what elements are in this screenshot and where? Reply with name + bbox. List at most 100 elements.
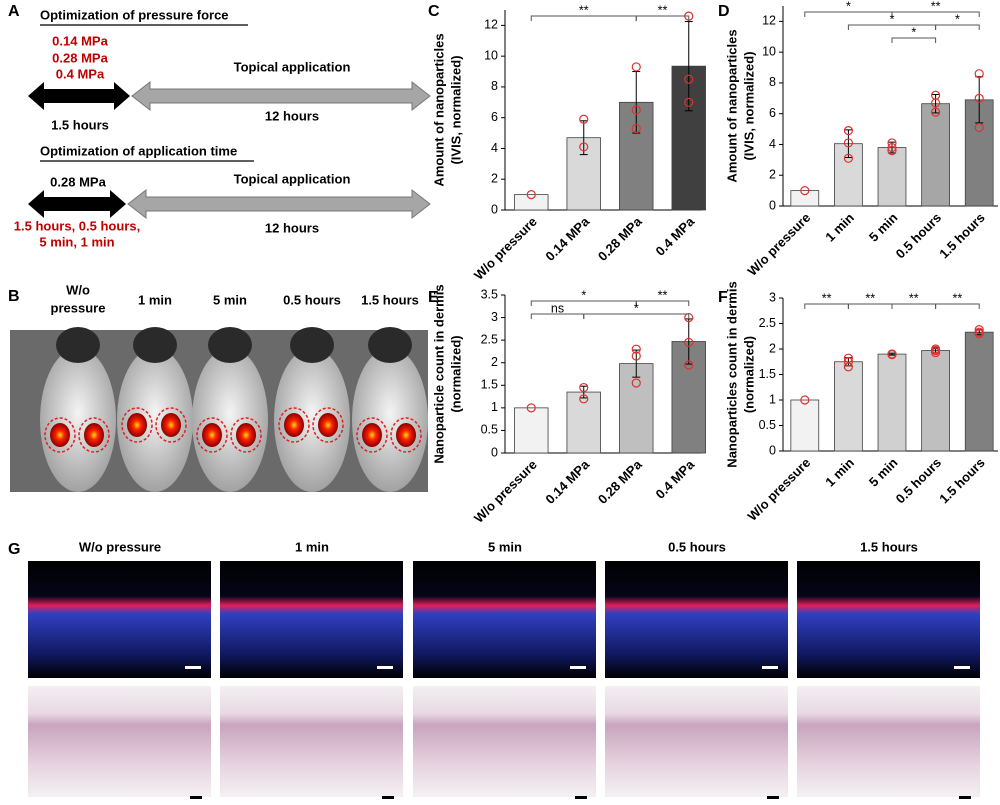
mouse (352, 348, 428, 492)
data-point (526, 403, 536, 413)
y-tick-label: 8 (491, 79, 498, 93)
y-tick-label: 4 (491, 141, 498, 155)
fluorescence-image (605, 561, 788, 678)
x-tick-label: 0.28 MPa (595, 213, 645, 263)
signal (362, 423, 382, 447)
signal (284, 413, 304, 437)
y-tick-label: 6 (769, 106, 776, 120)
signal (396, 423, 416, 447)
x-tick-label: 1 min (822, 210, 857, 245)
roi (312, 407, 344, 443)
panel-b: W/o pressure 1 min 5 min 0.5 hours 1.5 hours (10, 282, 428, 492)
data-point (843, 126, 854, 136)
y-axis-label: (IVIS, normalized) (741, 51, 756, 160)
data-point (631, 351, 641, 361)
significance-bracket (891, 11, 980, 17)
x-tick-label: 5 min (866, 455, 901, 490)
significance-label: * (911, 25, 916, 39)
panel-label: E (428, 289, 439, 306)
fluorescence-image (28, 561, 211, 678)
data-point (974, 93, 984, 103)
roi (356, 417, 388, 453)
scale-bar (190, 796, 202, 799)
y-tick-label: 10 (484, 48, 498, 62)
roi (121, 407, 153, 443)
bar (790, 399, 820, 452)
y-tick-label: 4 (769, 137, 776, 151)
condition-label: W/o (66, 282, 90, 297)
data-point (579, 382, 589, 393)
y-tick-label: 2.5 (481, 332, 498, 346)
condition-label: 1 min (295, 539, 329, 554)
bar (921, 350, 950, 452)
label: 0.28 MPa (50, 174, 106, 189)
x-tick-label: W/o pressure (745, 210, 814, 279)
significance-label: * (955, 12, 960, 26)
data-point (800, 395, 810, 405)
data-point (631, 123, 641, 134)
bar (790, 190, 820, 207)
arrow (131, 80, 431, 112)
x-tick-label: 5 min (866, 210, 901, 245)
pressure: 0.4 MPa (56, 66, 105, 81)
roi (78, 417, 110, 453)
mouse-head (290, 327, 334, 363)
y-tick-label: 0 (491, 445, 498, 459)
data-point (843, 362, 854, 372)
roi (230, 417, 262, 453)
data-point (631, 105, 641, 115)
y-tick-label: 2 (491, 355, 498, 369)
scale-bar (377, 666, 393, 669)
significance-bracket (635, 15, 690, 21)
scale-bar (767, 796, 779, 799)
y-tick-label: 3 (491, 310, 498, 324)
data-point (631, 344, 641, 354)
y-tick-label: 0 (769, 198, 776, 212)
data-point (631, 378, 641, 388)
data-point (579, 142, 589, 152)
mouse-head (56, 327, 100, 363)
significance-bracket (891, 37, 937, 43)
label: Topical application (234, 59, 351, 74)
significance-label: * (581, 288, 586, 302)
x-tick-label: 0.4 MPa (652, 456, 697, 501)
x-tick-label: W/o pressure (471, 457, 540, 526)
y-tick-label: 3.5 (481, 287, 498, 301)
fluorescence-image (413, 561, 596, 678)
x-tick-label: 1 min (822, 455, 857, 490)
panel-a: Optimization of pressure force 0.14 MPa … (14, 7, 431, 249)
label: Topical application (234, 171, 351, 186)
x-tick-label: 0.14 MPa (542, 213, 592, 263)
data-point (843, 353, 854, 363)
x-tick-label: 1.5 hours (936, 210, 987, 261)
panel-label: F (718, 289, 728, 306)
panel-label: A (8, 3, 20, 20)
he-image (605, 686, 788, 797)
signal (161, 413, 181, 437)
condition-label: W/o pressure (79, 539, 161, 554)
y-tick-label: 0.5 (481, 423, 498, 437)
data-point (887, 349, 897, 359)
fluorescence-image (220, 561, 403, 678)
roi (155, 407, 187, 443)
significance-label: ** (579, 3, 589, 17)
bar (964, 331, 994, 452)
significance-label: ** (931, 0, 941, 13)
condition-label: 5 min (213, 292, 247, 307)
mouse-head (368, 327, 412, 363)
y-tick-label: 10 (762, 44, 776, 58)
data-point (930, 107, 941, 117)
bar (514, 407, 549, 454)
pretreatment: 1.5 hours, 0.5 hours, (14, 218, 140, 233)
signal (50, 423, 70, 447)
bar (834, 361, 863, 452)
signal (127, 413, 147, 437)
y-tick-label: 12 (484, 18, 498, 32)
arrow (127, 188, 431, 220)
y-axis-label: Amount of nanoparticles (724, 29, 739, 182)
condition-label: 5 min (488, 539, 522, 554)
scale-bar (382, 796, 394, 799)
panel-label: G (8, 541, 20, 558)
significance-bracket (635, 300, 690, 306)
